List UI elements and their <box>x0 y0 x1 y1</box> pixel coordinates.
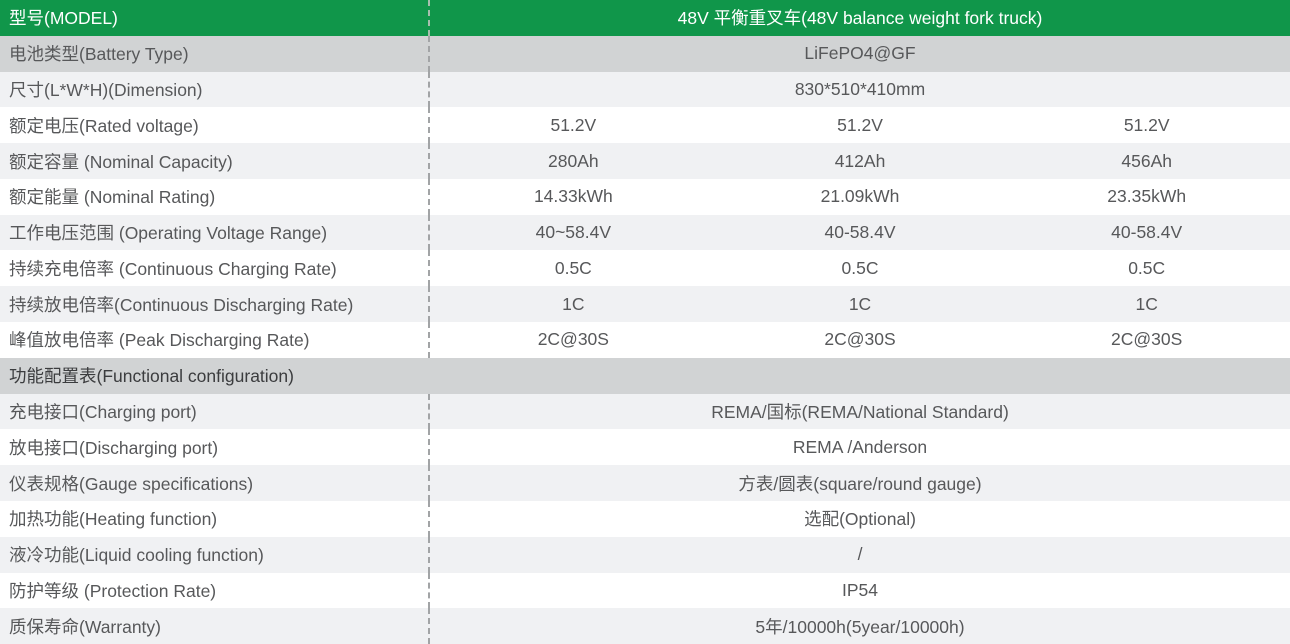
row-value: 23.35kWh <box>1107 186 1187 207</box>
row-value: 40-58.4V <box>1111 222 1183 243</box>
row-charging-port: 充电接口(Charging port) REMA/国标(REMA/Nationa… <box>0 393 1290 430</box>
row-label: 放电接口(Discharging port) <box>0 429 430 466</box>
row-label: 液冷功能(Liquid cooling function) <box>0 536 430 573</box>
row-value: 51.2V <box>1123 114 1170 135</box>
row-label: 仪表规格(Gauge specifications) <box>0 465 430 501</box>
row-value: 456Ah <box>1121 150 1172 171</box>
row-protection-rate: 防护等级 (Protection Rate) IP54 <box>0 572 1290 609</box>
row-label: 防护等级 (Protection Rate) <box>0 572 430 609</box>
row-value: 1C <box>562 293 585 314</box>
row-value: 1C <box>848 293 872 314</box>
row-label: 持续放电倍率(Continuous Discharging Rate) <box>0 286 430 323</box>
row-value: 5年/10000h(5year/10000h) <box>755 616 965 637</box>
row-label: 峰值放电倍率 (Peak Discharging Rate) <box>0 322 430 358</box>
row-value: IP54 <box>842 579 878 600</box>
row-label: 加热功能(Heating function) <box>0 500 430 537</box>
section-header-label: 功能配置表(Functional configuration) <box>9 366 294 387</box>
row-value: 0.5C <box>554 257 592 278</box>
row-label: 额定能量 (Nominal Rating) <box>0 178 430 215</box>
row-warranty: 质保寿命(Warranty) 5年/10000h(5year/10000h) <box>0 608 1290 644</box>
row-nominal-rating: 额定能量 (Nominal Rating) 14.33kWh 21.09kWh … <box>0 178 1290 215</box>
row-heating-function: 加热功能(Heating function) 选配(Optional) <box>0 500 1290 537</box>
row-value: REMA/国标(REMA/National Standard) <box>711 401 1009 422</box>
row-value: 0.5C <box>1128 257 1166 278</box>
row-label: 额定容量 (Nominal Capacity) <box>0 143 430 179</box>
row-label: 充电接口(Charging port) <box>0 393 430 430</box>
row-value: 选配(Optional) <box>804 509 916 530</box>
section-header-functional-configuration: 功能配置表(Functional configuration) <box>0 357 1290 394</box>
row-label: 工作电压范围 (Operating Voltage Range) <box>0 214 430 251</box>
model-header-value: 48V 平衡重叉车(48V balance weight fork truck) <box>677 8 1043 29</box>
row-label: 质保寿命(Warranty) <box>0 608 430 644</box>
row-value: 40-58.4V <box>824 222 896 243</box>
row-label: 持续充电倍率 (Continuous Charging Rate) <box>0 250 430 287</box>
row-operating-voltage-range: 工作电压范围 (Operating Voltage Range) 40~58.4… <box>0 214 1290 251</box>
row-value: 1C <box>1135 293 1158 314</box>
row-dimension: 尺寸(L*W*H)(Dimension) 830*510*410mm <box>0 71 1290 108</box>
row-value: 2C@30S <box>1111 329 1183 350</box>
row-gauge-specifications: 仪表规格(Gauge specifications) 方表/圆表(square/… <box>0 465 1290 501</box>
row-value: 51.2V <box>837 114 883 135</box>
row-value: / <box>857 544 863 565</box>
row-rated-voltage: 额定电压(Rated voltage) 51.2V 51.2V 51.2V <box>0 107 1290 144</box>
row-discharging-port: 放电接口(Discharging port) REMA /Anderson <box>0 429 1290 466</box>
row-value: 830*510*410mm <box>794 78 926 99</box>
row-value: 2C@30S <box>824 329 896 350</box>
row-peak-discharging-rate: 峰值放电倍率 (Peak Discharging Rate) 2C@30S 2C… <box>0 322 1290 358</box>
model-header-label: 型号(MODEL) <box>0 0 430 36</box>
row-value: 14.33kWh <box>533 186 613 207</box>
table-header-row: 型号(MODEL) 48V 平衡重叉车(48V balance weight f… <box>0 0 1290 36</box>
row-value: 2C@30S <box>537 329 609 350</box>
row-value: LiFePO4@GF <box>804 43 916 64</box>
row-label: 电池类型(Battery Type) <box>0 35 430 72</box>
row-value: 方表/圆表(square/round gauge) <box>738 473 982 494</box>
row-label: 额定电压(Rated voltage) <box>0 107 430 144</box>
row-continuous-charging-rate: 持续充电倍率 (Continuous Charging Rate) 0.5C 0… <box>0 250 1290 287</box>
row-continuous-discharging-rate: 持续放电倍率(Continuous Discharging Rate) 1C 1… <box>0 286 1290 323</box>
row-liquid-cooling-function: 液冷功能(Liquid cooling function) / <box>0 536 1290 573</box>
row-value: 0.5C <box>841 257 879 278</box>
row-value: 21.09kWh <box>820 186 900 207</box>
row-value: 40~58.4V <box>535 222 612 243</box>
row-nominal-capacity: 额定容量 (Nominal Capacity) 280Ah 412Ah 456A… <box>0 143 1290 179</box>
row-value: 51.2V <box>550 114 597 135</box>
row-value: 280Ah <box>548 150 599 171</box>
row-battery-type: 电池类型(Battery Type) LiFePO4@GF <box>0 35 1290 72</box>
row-value: 412Ah <box>834 150 886 171</box>
row-label: 尺寸(L*W*H)(Dimension) <box>0 71 430 108</box>
row-value: REMA /Anderson <box>792 436 928 457</box>
